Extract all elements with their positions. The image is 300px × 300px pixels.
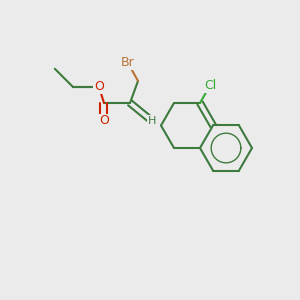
Text: H: H	[148, 116, 156, 126]
Text: Cl: Cl	[204, 79, 216, 92]
Text: O: O	[99, 115, 109, 128]
Text: Br: Br	[121, 56, 135, 70]
Text: O: O	[94, 80, 104, 94]
